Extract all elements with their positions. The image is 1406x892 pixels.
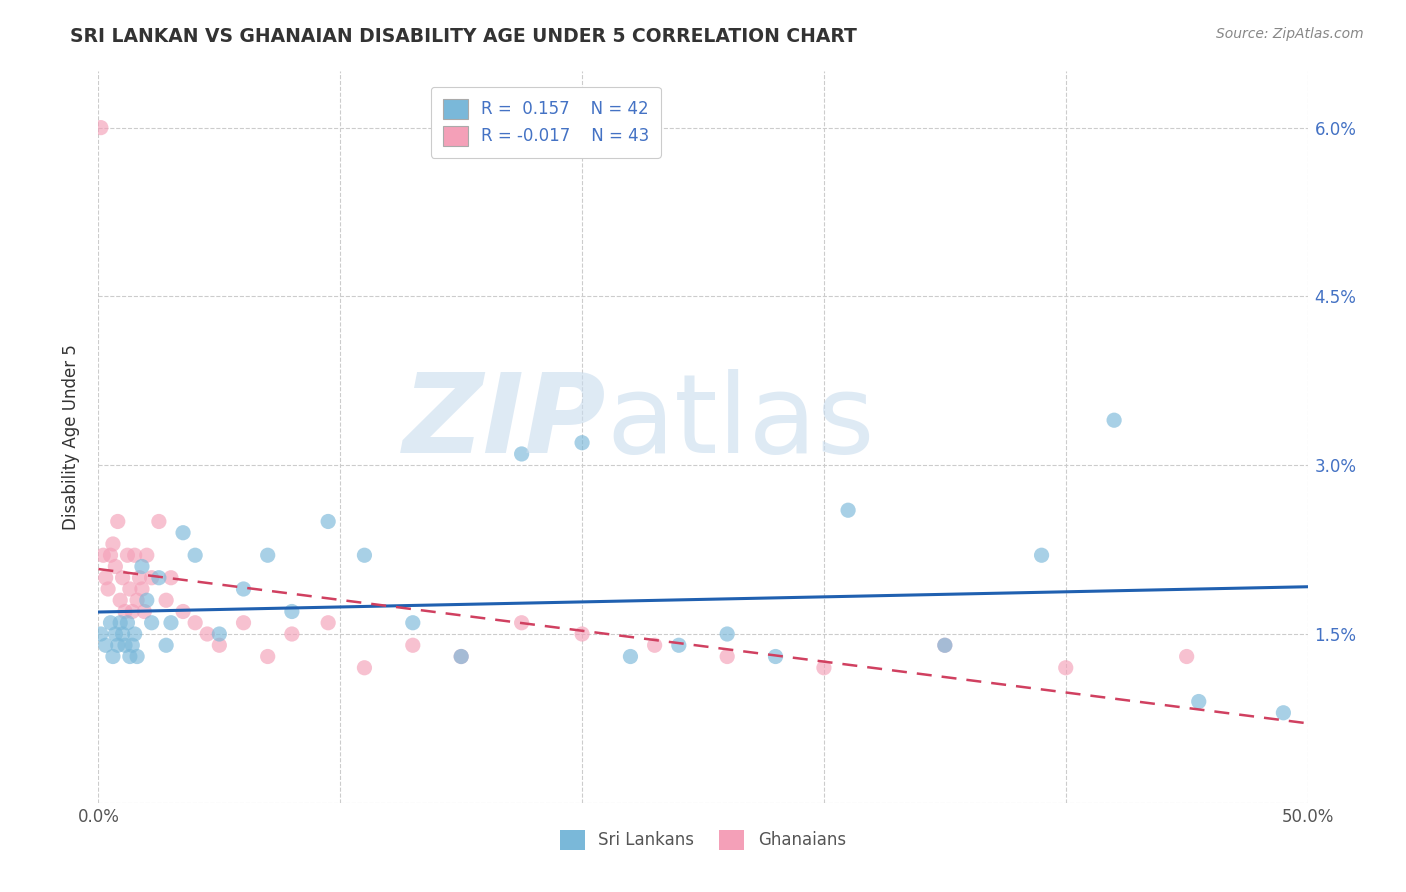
Point [94, 571, 117, 585]
Point [124, 627, 146, 641]
Point [232, 615, 254, 630]
Point [353, 548, 375, 562]
Point [316, 515, 339, 529]
Point [121, 605, 143, 619]
Point [172, 605, 194, 619]
Point [155, 593, 177, 607]
Point [101, 537, 124, 551]
Point [107, 638, 129, 652]
Point [195, 627, 218, 641]
Point [127, 593, 149, 607]
Text: SRI LANKAN VS GHANAIAN DISABILITY AGE UNDER 5 CORRELATION CHART: SRI LANKAN VS GHANAIAN DISABILITY AGE UN… [70, 27, 858, 45]
Point [934, 638, 956, 652]
Point [450, 649, 472, 664]
Point [316, 615, 339, 630]
Point [208, 638, 231, 652]
Point [619, 649, 641, 664]
Point [1054, 661, 1077, 675]
Point [184, 615, 207, 630]
Point [100, 548, 122, 562]
Point [90, 120, 112, 135]
Point [135, 593, 157, 607]
Point [94, 638, 117, 652]
Point [232, 582, 254, 596]
Y-axis label: Disability Age Under 5: Disability Age Under 5 [62, 344, 80, 530]
Point [644, 638, 666, 652]
Point [131, 559, 153, 574]
Point [571, 627, 593, 641]
Point [117, 615, 139, 630]
Point [100, 615, 122, 630]
Point [765, 649, 787, 664]
Point [716, 627, 738, 641]
Point [1031, 548, 1053, 562]
Point [160, 571, 183, 585]
Point [97, 582, 120, 596]
Point [104, 627, 127, 641]
Point [104, 559, 127, 574]
Point [353, 661, 375, 675]
Point [155, 638, 177, 652]
Text: Source: ZipAtlas.com: Source: ZipAtlas.com [1216, 27, 1364, 41]
Point [141, 571, 163, 585]
Point [837, 503, 859, 517]
Point [124, 548, 146, 562]
Point [128, 571, 150, 585]
Point [141, 615, 163, 630]
Point [135, 548, 157, 562]
Point [1272, 706, 1295, 720]
Point [256, 649, 278, 664]
Point [716, 649, 738, 664]
Point [1175, 649, 1198, 664]
Point [121, 638, 143, 652]
Point [108, 593, 131, 607]
Point [668, 638, 690, 652]
Point [450, 649, 472, 664]
Legend: Sri Lankans, Ghanaians: Sri Lankans, Ghanaians [554, 823, 852, 856]
Point [281, 627, 304, 641]
Point [571, 435, 593, 450]
Point [111, 627, 134, 641]
Point [172, 525, 194, 540]
Point [90, 627, 112, 641]
Point [184, 548, 207, 562]
Point [256, 548, 278, 562]
Point [148, 515, 170, 529]
Point [402, 638, 425, 652]
Point [91, 548, 114, 562]
Point [510, 447, 533, 461]
Point [281, 605, 304, 619]
Point [114, 605, 136, 619]
Point [131, 582, 153, 596]
Point [111, 571, 134, 585]
Point [148, 571, 170, 585]
Point [117, 548, 139, 562]
Point [108, 615, 131, 630]
Point [510, 615, 533, 630]
Point [208, 627, 231, 641]
Point [402, 615, 425, 630]
Point [1188, 694, 1211, 708]
Point [127, 649, 149, 664]
Point [101, 649, 124, 664]
Text: atlas: atlas [606, 369, 875, 476]
Point [118, 582, 141, 596]
Point [134, 605, 156, 619]
Point [160, 615, 183, 630]
Point [118, 649, 141, 664]
Text: ZIP: ZIP [402, 369, 606, 476]
Point [114, 638, 136, 652]
Point [1102, 413, 1125, 427]
Point [934, 638, 956, 652]
Point [107, 515, 129, 529]
Point [813, 661, 835, 675]
